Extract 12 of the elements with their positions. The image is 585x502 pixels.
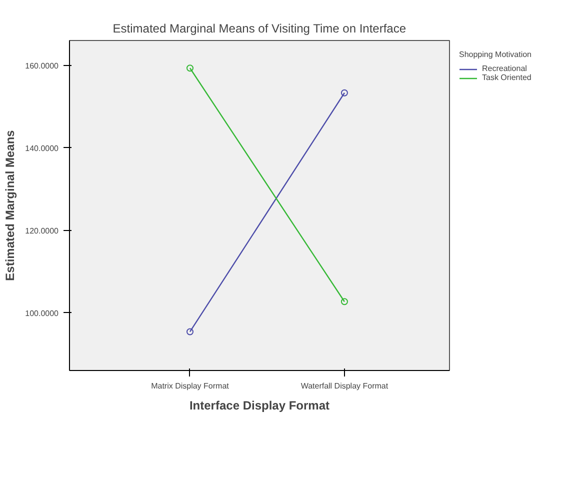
x-tick-label: Waterfall Display Format	[300, 382, 389, 390]
y-axis-title: Estimated Marginal Means	[3, 130, 18, 281]
y-tick-label: 100.0000	[25, 308, 60, 318]
y-tick-label: 160.0000	[25, 61, 60, 70]
legend-title: Shopping Motivation	[459, 50, 532, 59]
y-tick-label: 120.0000	[25, 226, 60, 236]
legend-label: Task Oriented	[482, 73, 532, 82]
legend-label: Recreational	[482, 64, 527, 73]
y-tick-label: 140.0000	[25, 144, 60, 153]
x-tick-label: Matrix Display Format	[151, 382, 230, 390]
x-axis-title: Interface Display Format	[189, 398, 330, 412]
chart-title: Estimated Marginal Means of Visiting Time on Interface	[112, 22, 406, 36]
